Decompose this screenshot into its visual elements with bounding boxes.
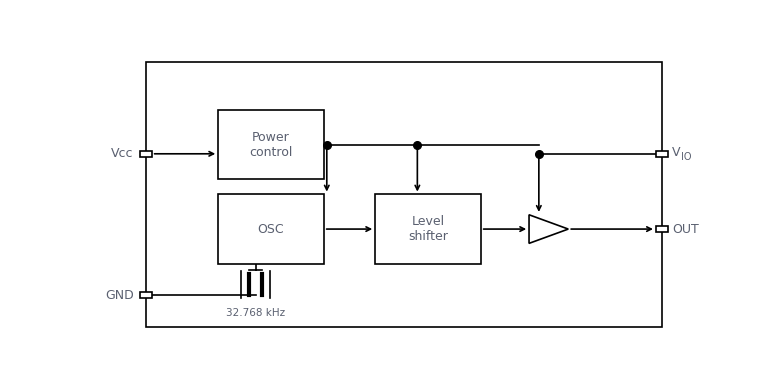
- Bar: [656, 151, 668, 157]
- Bar: [146, 62, 662, 327]
- Text: IO: IO: [681, 152, 691, 162]
- Bar: [139, 151, 152, 157]
- Text: GND: GND: [105, 289, 134, 302]
- Bar: [139, 292, 152, 298]
- Bar: [656, 226, 668, 232]
- Bar: [375, 194, 481, 264]
- Text: OUT: OUT: [673, 222, 700, 235]
- Polygon shape: [529, 215, 569, 243]
- Bar: [218, 194, 324, 264]
- Text: V: V: [671, 146, 680, 159]
- Text: Vcc: Vcc: [111, 147, 134, 160]
- Bar: [218, 110, 324, 179]
- Text: OSC: OSC: [258, 222, 284, 235]
- Text: 32.768 kHz: 32.768 kHz: [226, 308, 285, 318]
- Text: Level
shifter: Level shifter: [408, 215, 448, 243]
- Text: Power
control: Power control: [249, 131, 293, 159]
